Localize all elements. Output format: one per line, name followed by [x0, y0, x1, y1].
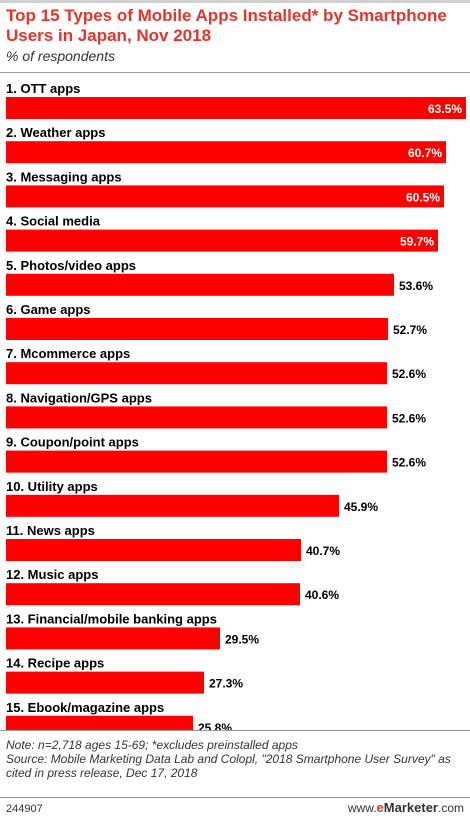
chart-id: 244907	[6, 803, 43, 815]
value-label: 52.6%	[392, 411, 426, 425]
bar	[6, 318, 388, 340]
category-label: 7. Mcommerce apps	[6, 346, 130, 361]
bar	[6, 627, 220, 650]
value-label: 60.7%	[408, 146, 442, 160]
brand-prefix: www.	[347, 801, 377, 815]
bottom-divider	[0, 797, 470, 798]
value-label: 60.5%	[406, 190, 440, 204]
category-label: 6. Game apps	[6, 302, 91, 317]
header-divider	[0, 72, 470, 73]
category-label: 15. Ebook/magazine apps	[6, 700, 164, 715]
brand-suffix: .com	[437, 801, 464, 815]
brand-name: Marketer	[383, 800, 438, 815]
category-label: 12. Music apps	[6, 567, 98, 582]
category-label: 13. Financial/mobile banking apps	[6, 611, 217, 626]
value-label: 40.7%	[306, 544, 340, 558]
note-text: Note: n=2,718 ages 15-69; *excludes prei…	[6, 738, 298, 752]
chart-title: Top 15 Types of Mobile Apps Installed* b…	[6, 6, 447, 45]
chart-subtitle: % of respondents	[6, 48, 115, 64]
bar-chart: 1. OTT apps 63.5% 2. Weather apps 60.7% 3. M…	[6, 81, 466, 730]
category-label: 14. Recipe apps	[6, 656, 104, 671]
bar	[6, 185, 444, 208]
value-label: 27.3%	[209, 677, 243, 691]
value-label: 25.8%	[198, 721, 232, 730]
category-label: 8. Navigation/GPS apps	[6, 390, 152, 405]
category-label: 2. Weather apps	[6, 125, 105, 140]
category-label: 3. Messaging apps	[6, 169, 122, 184]
top-rule	[0, 0, 470, 3]
category-label: 9. Coupon/point apps	[6, 435, 139, 450]
bar	[6, 362, 387, 385]
value-label: 53.6%	[399, 279, 433, 293]
footer-divider	[0, 730, 470, 731]
bar	[6, 141, 446, 164]
value-label: 52.6%	[392, 456, 426, 470]
value-label: 52.7%	[393, 323, 427, 337]
footnotes: Note: n=2,718 ages 15-69; *excludes prei…	[6, 738, 466, 780]
bar	[6, 583, 300, 606]
bar	[6, 450, 387, 473]
bar	[6, 229, 438, 252]
category-label: 1. OTT apps	[6, 81, 80, 96]
value-label: 59.7%	[400, 235, 434, 249]
brand-link[interactable]: www.eMarketer.com	[348, 800, 464, 815]
category-label: 11. News apps	[6, 523, 95, 538]
category-label: 10. Utility apps	[6, 479, 98, 494]
bar	[6, 715, 193, 730]
value-label: 52.6%	[392, 367, 426, 381]
bar	[6, 273, 394, 296]
bar	[6, 539, 301, 561]
brand-e: e	[376, 800, 384, 815]
bar	[6, 97, 466, 119]
value-label: 29.5%	[225, 632, 259, 646]
category-label: 5. Photos/video apps	[6, 258, 136, 273]
value-label: 45.9%	[344, 500, 378, 514]
value-label: 63.5%	[428, 102, 462, 116]
bar	[6, 406, 387, 429]
category-label: 4. Social media	[6, 214, 101, 229]
source-text: Source: Mobile Marketing Data Lab and Co…	[6, 752, 451, 780]
bar	[6, 671, 204, 694]
value-label: 40.6%	[305, 588, 339, 602]
bar	[6, 494, 339, 517]
